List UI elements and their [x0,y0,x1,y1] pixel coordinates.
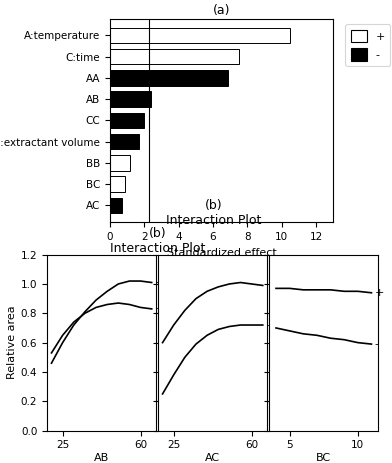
Bar [110,198,122,213]
Bar [110,92,151,107]
Bar [110,113,144,128]
Title: (b)
Interaction Plot: (b) Interaction Plot [111,227,206,255]
X-axis label: AB: AB [94,453,109,463]
Bar [110,176,125,192]
Bar [110,70,229,86]
Bar [110,134,139,149]
Title: (a): (a) [213,4,230,17]
Bar [110,28,290,43]
Text: -: - [375,339,379,349]
X-axis label: AC: AC [205,453,220,463]
Y-axis label: Relative area: Relative area [7,306,16,380]
Text: +: + [266,281,276,290]
X-axis label: BC: BC [316,453,331,463]
Text: +: + [375,288,384,298]
Legend: +, -: +, - [345,24,390,66]
Bar [110,49,239,64]
Text: -: - [266,320,270,330]
Text: +: + [155,304,164,314]
Text: (b)
Interaction Plot: (b) Interaction Plot [166,199,261,227]
Text: -: - [155,277,159,288]
Bar [110,155,131,170]
X-axis label: Standardized effect: Standardized effect [167,248,276,257]
